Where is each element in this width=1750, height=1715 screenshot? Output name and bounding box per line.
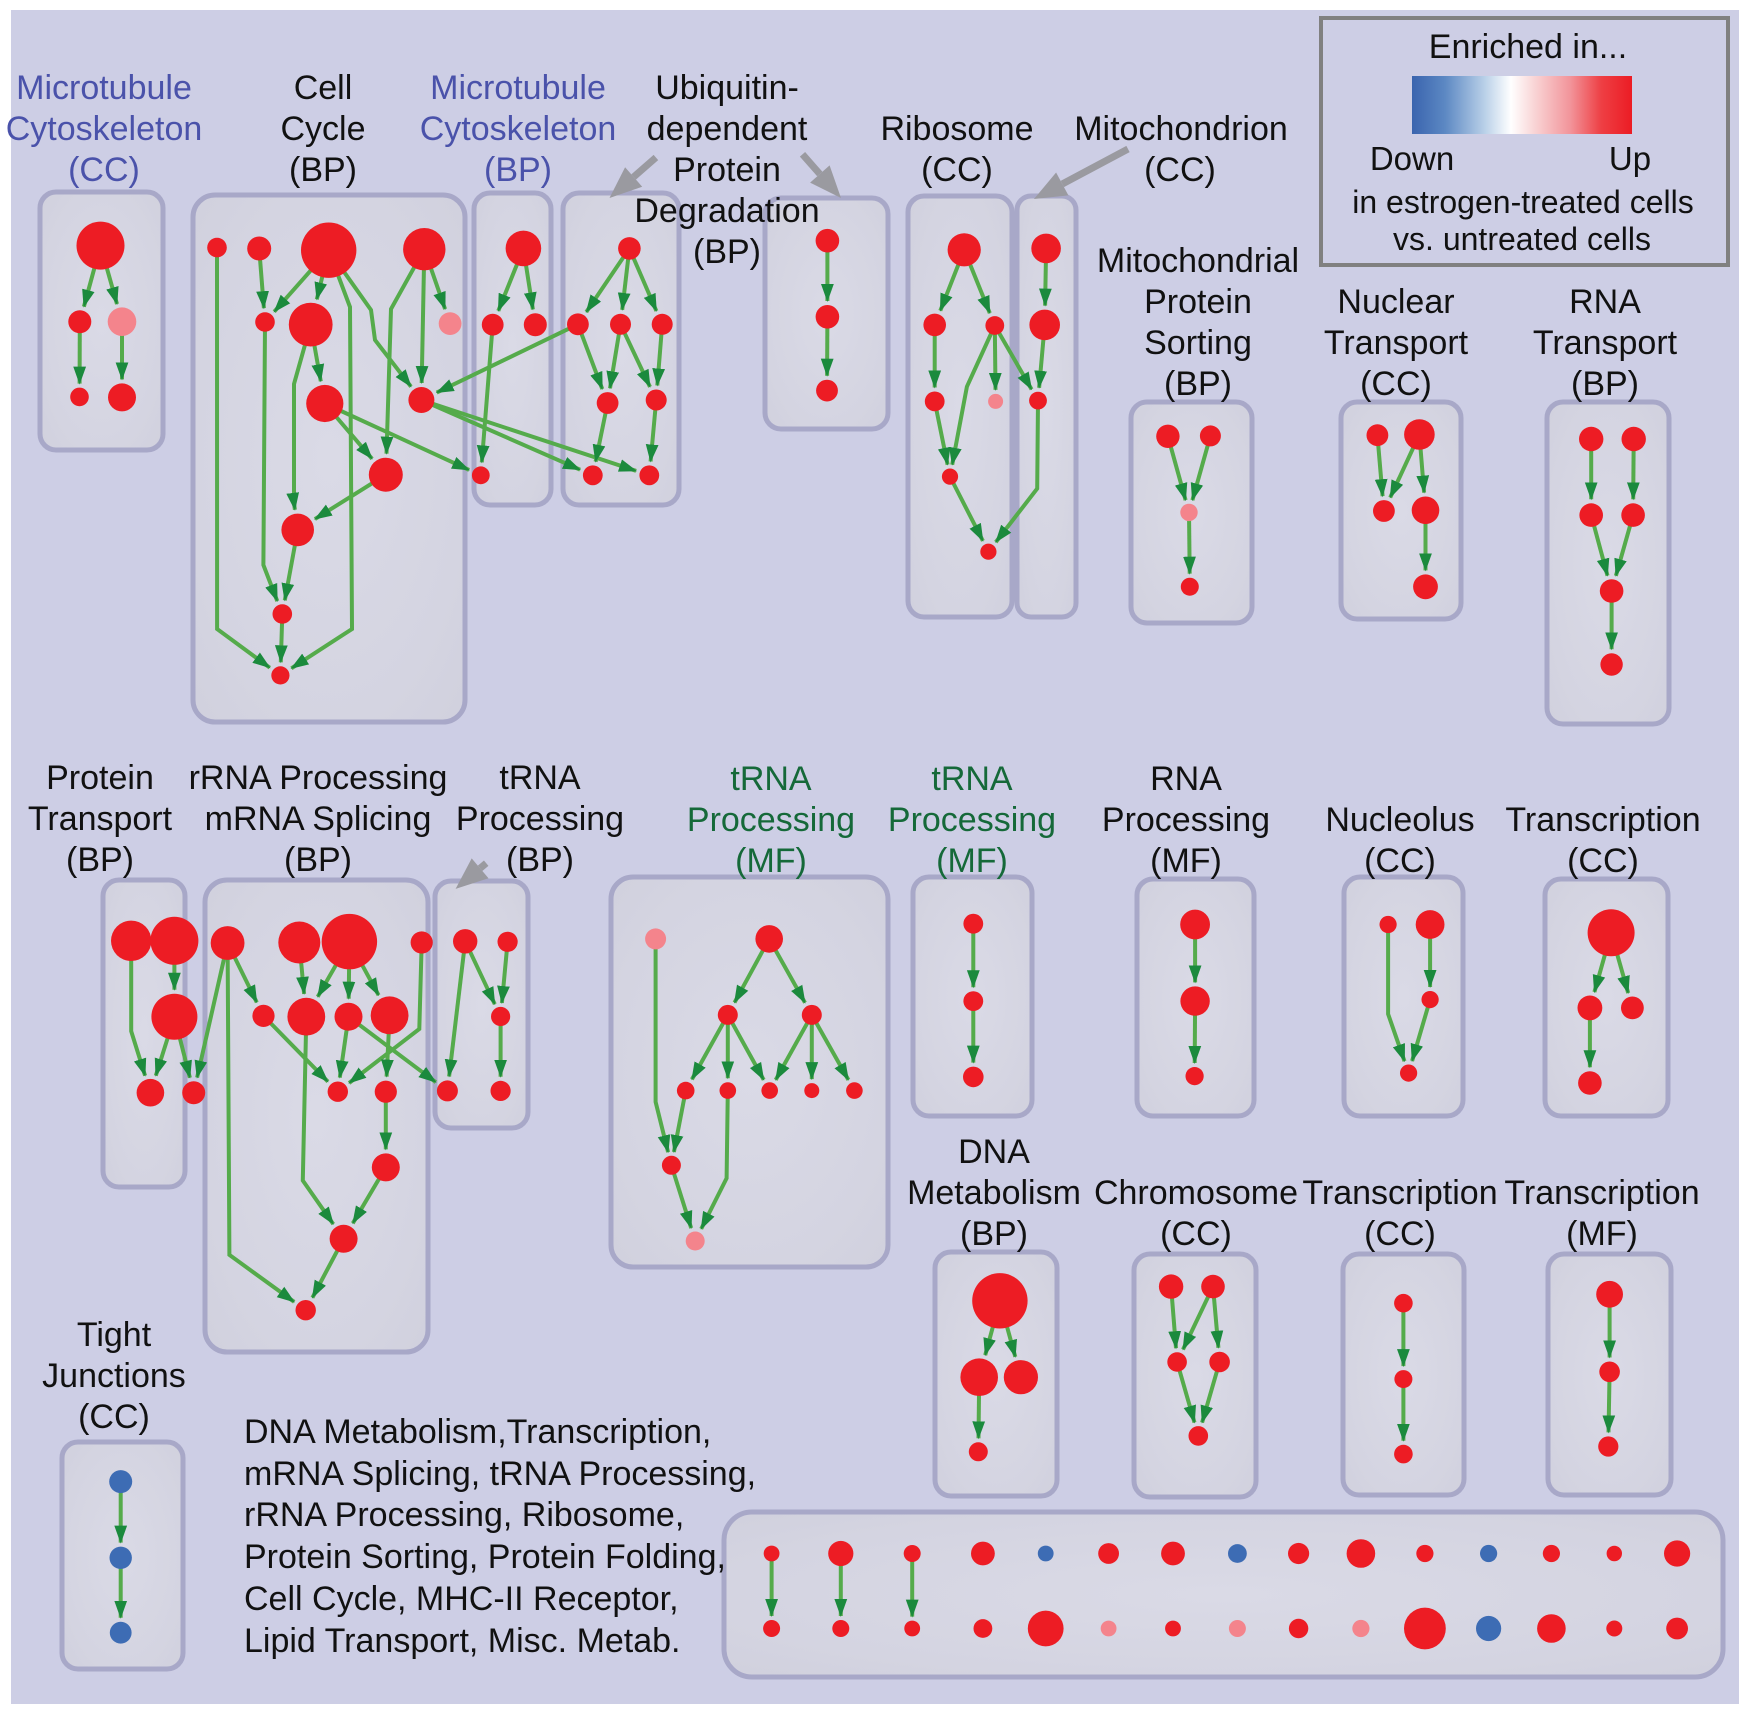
- svg-text:DNA: DNA: [958, 1133, 1030, 1171]
- svg-text:(BP): (BP): [960, 1215, 1028, 1253]
- svg-text:(BP): (BP): [693, 233, 761, 271]
- svg-text:Down: Down: [1370, 140, 1454, 177]
- svg-text:tRNA: tRNA: [730, 760, 812, 798]
- svg-text:Mitochondrial: Mitochondrial: [1097, 242, 1299, 280]
- svg-text:mRNA Splicing, tRNA Processing: mRNA Splicing, tRNA Processing,: [244, 1455, 756, 1493]
- svg-text:rRNA Processing, Ribosome,: rRNA Processing, Ribosome,: [244, 1496, 684, 1534]
- svg-text:(MF): (MF): [1150, 842, 1222, 880]
- svg-text:Transport: Transport: [28, 800, 173, 838]
- svg-text:Microtubule: Microtubule: [16, 69, 192, 107]
- svg-text:tRNA: tRNA: [499, 759, 581, 797]
- svg-text:(BP): (BP): [289, 151, 357, 189]
- svg-text:(MF): (MF): [936, 842, 1008, 880]
- svg-text:in estrogen-treated cells: in estrogen-treated cells: [1352, 184, 1694, 220]
- svg-text:Sorting: Sorting: [1144, 324, 1252, 362]
- svg-text:Transcription: Transcription: [1504, 1174, 1699, 1212]
- svg-text:(CC): (CC): [1160, 1215, 1232, 1253]
- svg-text:Cell: Cell: [294, 69, 353, 107]
- svg-text:Up: Up: [1609, 140, 1651, 177]
- svg-text:Processing: Processing: [1102, 801, 1270, 839]
- svg-text:Transcription: Transcription: [1302, 1174, 1497, 1212]
- svg-text:Protein Sorting, Protein Foldi: Protein Sorting, Protein Folding,: [244, 1538, 726, 1576]
- svg-text:Microtubule: Microtubule: [430, 69, 606, 107]
- svg-text:Cell Cycle, MHC-II Receptor,: Cell Cycle, MHC-II Receptor,: [244, 1580, 679, 1618]
- svg-text:mRNA Splicing: mRNA Splicing: [205, 800, 432, 838]
- svg-text:Processing: Processing: [687, 801, 855, 839]
- svg-text:Lipid Transport, Misc. Metab.: Lipid Transport, Misc. Metab.: [244, 1622, 681, 1660]
- svg-text:Transcription: Transcription: [1505, 801, 1700, 839]
- svg-text:vs. untreated cells: vs. untreated cells: [1393, 221, 1651, 257]
- svg-text:(CC): (CC): [1364, 842, 1436, 880]
- svg-text:DNA Metabolism,Transcription,: DNA Metabolism,Transcription,: [244, 1413, 711, 1451]
- svg-text:Enriched in...: Enriched in...: [1429, 28, 1627, 66]
- svg-text:Tight: Tight: [77, 1316, 152, 1354]
- svg-text:rRNA Processing: rRNA Processing: [189, 759, 448, 797]
- svg-text:(CC): (CC): [68, 151, 140, 189]
- svg-text:Nuclear: Nuclear: [1337, 283, 1454, 321]
- svg-text:Nucleolus: Nucleolus: [1325, 801, 1474, 839]
- svg-text:(MF): (MF): [1566, 1215, 1638, 1253]
- svg-text:Protein: Protein: [46, 759, 154, 797]
- svg-text:Protein: Protein: [1144, 283, 1252, 321]
- svg-text:(BP): (BP): [484, 151, 552, 189]
- svg-text:(CC): (CC): [1144, 151, 1216, 189]
- svg-text:Protein: Protein: [673, 151, 781, 189]
- svg-text:Ubiquitin-: Ubiquitin-: [655, 69, 799, 107]
- svg-text:(CC): (CC): [1360, 365, 1432, 403]
- svg-text:Processing: Processing: [456, 800, 624, 838]
- svg-text:RNA: RNA: [1569, 283, 1641, 321]
- svg-text:Degradation: Degradation: [634, 192, 819, 230]
- svg-text:(BP): (BP): [66, 841, 134, 879]
- svg-text:Ribosome: Ribosome: [880, 110, 1033, 148]
- svg-text:(BP): (BP): [506, 841, 574, 879]
- svg-text:(CC): (CC): [78, 1398, 150, 1436]
- svg-text:(CC): (CC): [1364, 1215, 1436, 1253]
- svg-text:(BP): (BP): [1571, 365, 1639, 403]
- svg-text:Processing: Processing: [888, 801, 1056, 839]
- svg-text:(BP): (BP): [1164, 365, 1232, 403]
- svg-text:Cytoskeleton: Cytoskeleton: [420, 110, 617, 148]
- svg-text:Transport: Transport: [1533, 324, 1678, 362]
- svg-text:(MF): (MF): [735, 842, 807, 880]
- svg-text:tRNA: tRNA: [931, 760, 1013, 798]
- svg-text:Cytoskeleton: Cytoskeleton: [6, 110, 203, 148]
- svg-text:(CC): (CC): [921, 151, 993, 189]
- svg-text:Metabolism: Metabolism: [907, 1174, 1081, 1212]
- svg-text:Junctions: Junctions: [42, 1357, 186, 1395]
- svg-text:dependent: dependent: [647, 110, 808, 148]
- svg-text:(BP): (BP): [284, 841, 352, 879]
- svg-text:(CC): (CC): [1567, 842, 1639, 880]
- svg-text:Chromosome: Chromosome: [1094, 1174, 1298, 1212]
- svg-text:RNA: RNA: [1150, 760, 1222, 798]
- svg-text:Mitochondrion: Mitochondrion: [1074, 110, 1288, 148]
- svg-text:Transport: Transport: [1324, 324, 1469, 362]
- svg-text:Cycle: Cycle: [280, 110, 365, 148]
